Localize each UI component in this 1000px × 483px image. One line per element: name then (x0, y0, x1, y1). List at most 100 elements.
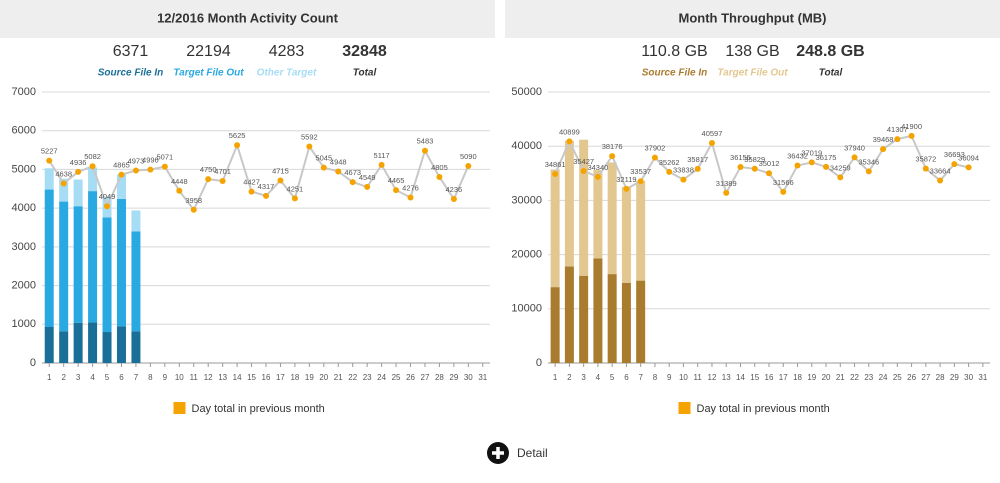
y-tick-label: 2000 (12, 279, 36, 291)
summary-label: Source File In (642, 68, 708, 79)
x-tick-label: 3 (76, 373, 81, 382)
line-point (737, 164, 744, 171)
data-label: 35012 (759, 159, 780, 168)
x-tick-label: 27 (921, 373, 930, 382)
summary-value: 22194 (186, 43, 231, 60)
x-tick-label: 23 (363, 373, 372, 382)
y-tick-label: 50000 (511, 86, 542, 98)
x-tick-label: 25 (392, 373, 401, 382)
bar-segment (621, 186, 631, 283)
detail-button[interactable]: Detail (487, 442, 548, 464)
line-point (436, 173, 443, 180)
bar-segment (550, 169, 560, 288)
line-point (823, 163, 830, 170)
x-tick-label: 30 (964, 373, 973, 382)
line-point (708, 139, 715, 146)
line-point (594, 173, 601, 180)
line-point (104, 203, 111, 210)
x-tick-label: 8 (148, 373, 153, 382)
line-point (609, 153, 616, 160)
bar-segment (579, 275, 589, 363)
x-tick-label: 6 (624, 373, 629, 382)
x-tick-label: 17 (779, 373, 788, 382)
data-label: 4750 (200, 165, 217, 174)
line-point (393, 187, 400, 194)
line-point (837, 174, 844, 181)
x-tick-label: 9 (667, 373, 672, 382)
summary-value: 138 GB (725, 43, 779, 60)
data-label: 33664 (930, 167, 951, 176)
x-tick-label: 27 (421, 373, 430, 382)
y-tick-label: 20000 (511, 249, 542, 261)
bar-segment (59, 331, 69, 363)
chart-title: Month Throughput (MB) (679, 10, 827, 25)
panel-header (505, 0, 1000, 38)
data-label: 4638 (55, 169, 72, 178)
data-label: 5071 (156, 153, 173, 162)
summary-label: Target File Out (717, 68, 788, 79)
data-label: 35427 (573, 157, 594, 166)
x-tick-label: 15 (247, 373, 256, 382)
line-point (780, 188, 787, 195)
y-tick-label: 5000 (12, 163, 36, 175)
x-tick-label: 11 (694, 373, 703, 382)
line-point (161, 163, 168, 170)
x-tick-label: 24 (377, 373, 386, 382)
legend-label: Day total in previous month (192, 403, 325, 415)
legend-label: Day total in previous month (697, 403, 830, 415)
x-tick-label: 19 (305, 373, 314, 382)
x-tick-label: 19 (807, 373, 816, 382)
data-label: 37019 (801, 148, 822, 157)
data-label: 5082 (84, 152, 101, 161)
line-point (465, 162, 472, 169)
x-tick-label: 8 (653, 373, 658, 382)
x-tick-label: 12 (204, 373, 213, 382)
data-label: 35346 (858, 157, 879, 166)
bar-segment (59, 201, 69, 332)
summary-value: 6371 (113, 43, 149, 60)
x-tick-label: 31 (478, 373, 487, 382)
data-label: 34340 (587, 163, 608, 172)
line-point (176, 187, 183, 194)
x-tick-label: 31 (978, 373, 987, 382)
line-point (552, 171, 559, 178)
detail-label[interactable]: Detail (517, 446, 548, 460)
data-label: 40899 (559, 127, 580, 136)
x-tick-label: 5 (105, 373, 110, 382)
line-point (190, 206, 197, 213)
line-point (880, 146, 887, 153)
x-tick-label: 28 (936, 373, 945, 382)
data-label: 36175 (816, 153, 837, 162)
data-label: 36693 (944, 150, 965, 159)
y-tick-label: 30000 (511, 194, 542, 206)
bar-segment (44, 168, 54, 190)
bar-segment (102, 332, 112, 363)
data-label: 41307 (887, 125, 908, 134)
line-point (234, 142, 241, 149)
x-tick-label: 30 (464, 373, 473, 382)
summary-value: 110.8 GB (641, 43, 707, 60)
data-label: 4236 (446, 185, 463, 194)
line-point (965, 164, 972, 171)
x-tick-label: 15 (750, 373, 759, 382)
data-label: 5090 (460, 152, 477, 161)
x-tick-label: 29 (950, 373, 959, 382)
data-label: 5227 (41, 147, 58, 156)
x-tick-label: 20 (319, 373, 328, 382)
bar-segment (59, 178, 69, 202)
bar-segment (131, 231, 141, 332)
line-point (937, 177, 944, 184)
data-label: 36432 (787, 152, 808, 161)
data-label: 35262 (659, 158, 680, 167)
data-label: 4276 (402, 183, 419, 192)
y-tick-label: 0 (30, 357, 36, 369)
x-tick-label: 7 (638, 373, 643, 382)
line-point (219, 178, 226, 185)
plus-icon[interactable] (492, 447, 504, 459)
line-point (335, 168, 342, 175)
data-label: 35872 (915, 155, 936, 164)
bar-segment (621, 282, 631, 363)
bar-segment (564, 140, 574, 267)
data-label: 31389 (716, 179, 737, 188)
data-label: 5117 (374, 151, 390, 160)
